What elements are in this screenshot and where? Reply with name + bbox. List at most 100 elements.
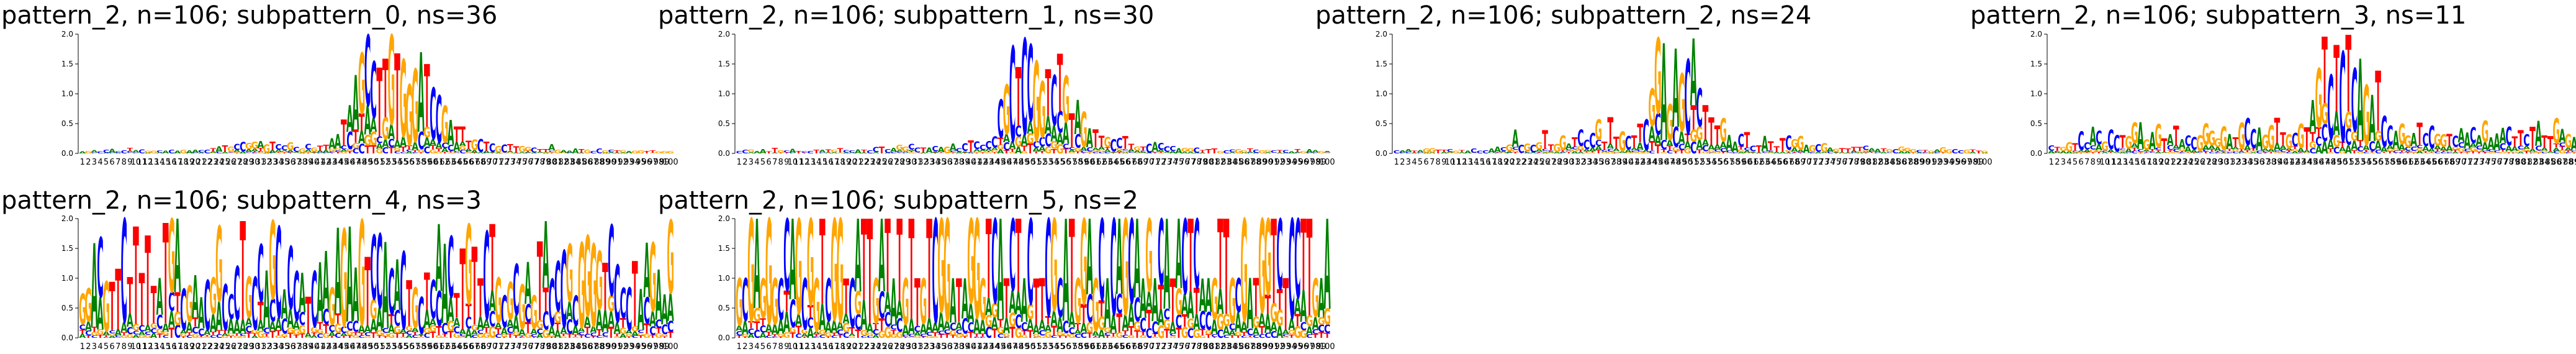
logo-letter: G <box>91 331 98 337</box>
logo-letter: G <box>507 152 514 153</box>
logo-letter: A <box>2191 149 2197 154</box>
logo-letter: G <box>180 149 187 155</box>
logo-letter: A <box>1104 149 1112 153</box>
logo-letter: T <box>1798 153 1804 154</box>
logo-letter: C <box>1098 152 1104 154</box>
logo-letter: T <box>1780 134 1786 157</box>
logo-letter: T <box>1667 145 1673 152</box>
logo-letter: T <box>2215 151 2221 153</box>
logo-letter: T <box>1324 152 1330 153</box>
logo-letter: G <box>2493 152 2501 153</box>
x-tick-label: 36 <box>285 158 295 167</box>
x-tick-label: 72 <box>499 158 510 167</box>
logo-letter: C <box>2114 130 2120 157</box>
logo-letter: G <box>168 200 176 316</box>
logo-letter: C <box>513 250 519 332</box>
logo-letter: G <box>518 272 526 343</box>
logo-letter: A <box>980 150 986 152</box>
logo-letter: G <box>1086 152 1094 153</box>
x-tick-label: 10 <box>788 158 798 167</box>
logo-letter: A <box>926 147 933 155</box>
logo-letter: C <box>346 319 353 334</box>
logo-letter: G <box>631 150 639 155</box>
logo-letter: C <box>127 325 133 337</box>
logo-letter: T <box>121 332 127 337</box>
logo-letter: T <box>796 150 803 155</box>
logo-letter: A <box>572 147 579 155</box>
logo-letter: G <box>287 141 294 153</box>
logo-letter: A <box>2392 126 2399 154</box>
x-tick-label: 40 <box>309 158 320 167</box>
logo-letter: T <box>1039 150 1046 155</box>
x-tick-label: 58 <box>1730 158 1741 167</box>
logo-letter: C <box>1685 39 1691 158</box>
logo-letter: A <box>902 152 909 153</box>
logo-letter: T <box>459 123 466 147</box>
logo-letter: G <box>1258 150 1266 155</box>
logo-letter: A <box>985 148 993 152</box>
logo-letter: A <box>1074 90 1081 145</box>
logo-letter: A <box>471 329 479 336</box>
logo-letter: T <box>1613 134 1619 152</box>
logo-letter: G <box>2208 127 2215 150</box>
x-tick-label: 9 <box>1441 158 1446 167</box>
x-tick-label: 31 <box>256 158 266 167</box>
logo-letter: T <box>204 335 210 337</box>
logo-letter: C <box>2197 152 2203 153</box>
x-tick-label: 35 <box>2248 158 2259 167</box>
x-tick-label: 60 <box>428 158 438 167</box>
logo-letter: G <box>2416 147 2423 152</box>
logo-letter: A <box>754 150 761 155</box>
x-tick-label: 76 <box>1179 158 1190 167</box>
logo-letter: C <box>896 152 903 153</box>
logo-letter: C <box>2155 147 2162 151</box>
logo-letter: G <box>263 142 271 155</box>
logo-letter: G <box>1648 79 1655 139</box>
logo-letter: G <box>907 152 915 154</box>
logo-letter: C <box>1045 131 1051 152</box>
x-tick-label: 43 <box>327 158 337 167</box>
x-tick-label: 78 <box>534 158 545 167</box>
logo-letter: C <box>2191 135 2197 154</box>
logo-letter: G <box>2232 149 2240 152</box>
logo-letter: A <box>115 153 122 154</box>
logo-letter: C <box>358 335 365 338</box>
logo-letter: T <box>1690 100 1696 138</box>
logo-letter: C <box>228 288 234 327</box>
x-tick-label: 18 <box>178 158 189 167</box>
logo-letter: A <box>156 152 163 153</box>
logo-letter: G <box>2552 111 2560 152</box>
logo-letter: T <box>1087 153 1093 154</box>
logo-letter: A <box>1146 153 1153 154</box>
logo-letter: A <box>2084 148 2091 153</box>
logo-letter: A <box>525 152 531 153</box>
logo-letter: A <box>1821 152 1827 153</box>
x-tick-label: 80 <box>547 342 557 352</box>
x-tick-label: 37 <box>291 342 302 352</box>
x-tick-label: 3 <box>1406 158 1411 167</box>
logo-letter: C <box>2488 148 2495 153</box>
logo-letter: T <box>264 333 270 338</box>
logo-letter: T <box>228 335 235 338</box>
x-tick-label: 13 <box>148 158 159 167</box>
logo-letter: A <box>228 315 235 338</box>
logo-letter: T <box>305 288 312 345</box>
x-tick-label: 23 <box>865 158 875 167</box>
logo-letter: C <box>1253 149 1259 154</box>
x-tick-label: 37 <box>948 158 958 167</box>
logo-letter: C <box>2518 145 2524 150</box>
logo-letter: A <box>168 306 175 334</box>
logo-letter: T <box>222 145 228 155</box>
x-tick-label: 51 <box>374 342 385 352</box>
x-tick-label: 37 <box>1605 158 1616 167</box>
logo-letter: C <box>489 307 495 332</box>
logo-letter: T <box>1063 147 1069 155</box>
x-tick-label: 17 <box>173 158 183 167</box>
logo-letter: T <box>305 153 312 154</box>
logo-letter: T <box>2120 132 2126 153</box>
x-tick-label: 27 <box>888 158 899 167</box>
x-tick-label: 1 <box>737 158 742 167</box>
x-tick-label: 6 <box>2078 158 2083 167</box>
logo-letter: T <box>86 335 92 338</box>
logo-letter: A <box>536 333 543 339</box>
